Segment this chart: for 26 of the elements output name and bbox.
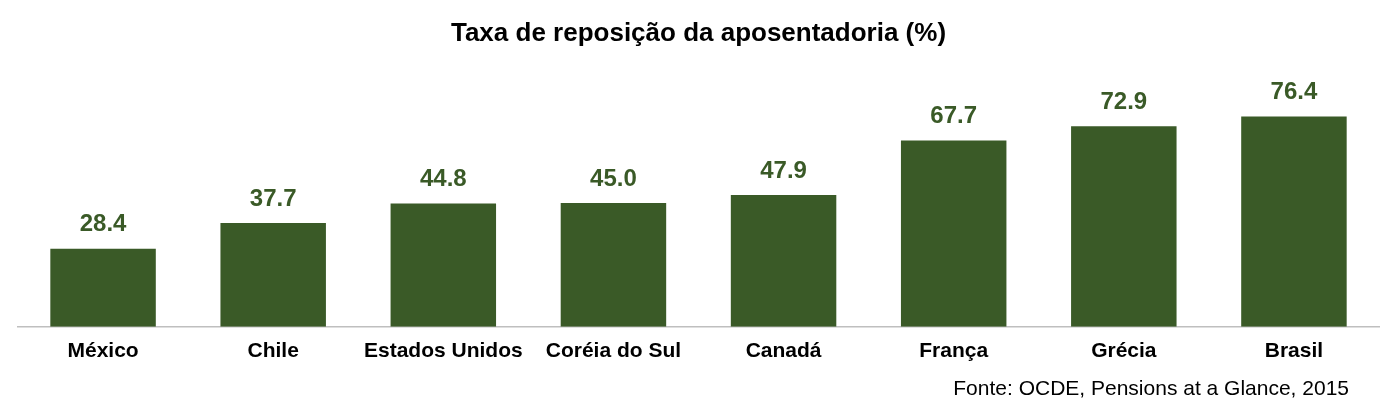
bar bbox=[1241, 116, 1347, 327]
bar bbox=[220, 223, 326, 327]
data-label: 44.8 bbox=[419, 164, 467, 192]
bar bbox=[50, 248, 156, 327]
data-label: 37.7 bbox=[249, 183, 297, 211]
bar bbox=[900, 140, 1007, 327]
x-tick-label: Grécia bbox=[1091, 338, 1157, 362]
source-note: Fonte: OCDE, Pensions at a Glance, 2015 bbox=[952, 376, 1350, 400]
x-tick-label: Brasil bbox=[1264, 338, 1324, 362]
x-tick-label: França bbox=[919, 338, 989, 362]
x-tick-label: Coréia do Sul bbox=[545, 338, 682, 362]
x-tick-label: Chile bbox=[247, 338, 299, 362]
data-label: 45.0 bbox=[590, 163, 637, 191]
data-label: 67.7 bbox=[930, 101, 978, 129]
bar bbox=[1071, 126, 1177, 327]
x-tick-label: México bbox=[67, 338, 139, 362]
data-label: 47.9 bbox=[760, 155, 807, 183]
bar bbox=[390, 203, 497, 327]
data-label: 72.9 bbox=[1100, 86, 1148, 114]
data-label: 76.4 bbox=[1270, 77, 1318, 105]
chart-title: Taxa de reposição da aposentadoria (%) bbox=[450, 16, 947, 47]
bar bbox=[730, 195, 837, 327]
data-label: 28.4 bbox=[79, 209, 128, 237]
x-tick-label: Canadá bbox=[745, 338, 822, 362]
bar bbox=[560, 203, 667, 327]
x-tick-label: Estados Unidos bbox=[363, 338, 523, 362]
